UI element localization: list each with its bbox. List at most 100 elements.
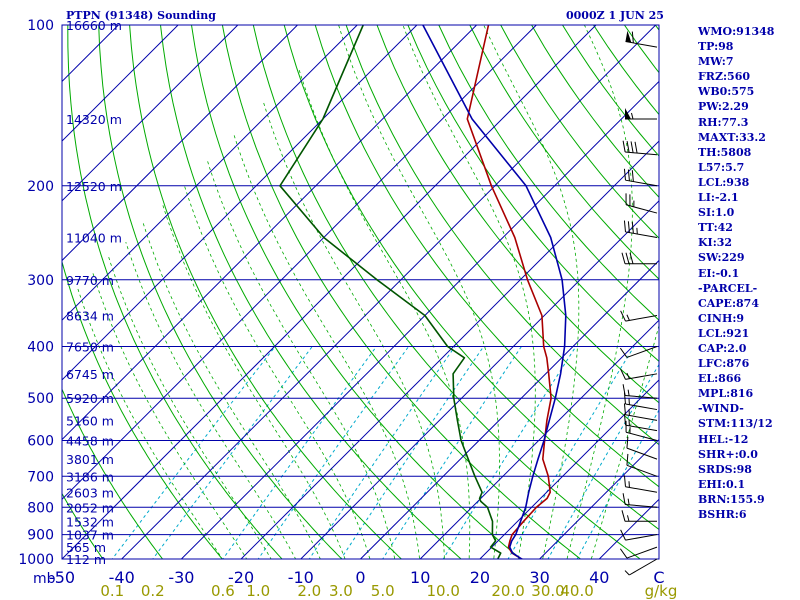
wind-barb-staff [625,315,658,322]
wind-barb-flag [626,436,629,449]
mixing-ratio-label: 2.0 [297,582,321,600]
height-label: 2603 m [66,485,114,500]
mixing-ratio-label: 1.0 [246,582,270,600]
stability-index: LCL:938 [698,175,750,189]
stability-index: WB0:575 [698,85,755,99]
wind-barb [623,392,658,411]
dry-adiabat [98,25,343,559]
height-label: 16660 m [66,18,122,33]
dry-adiabat [438,25,659,321]
mixing-ratio-label: 0.6 [211,582,235,600]
dry-adiabat [407,25,659,363]
height-label: 14320 m [66,112,122,127]
wind-barb-flag [620,368,626,380]
wind-barb-staff [626,346,658,358]
sounding-datetime: 0000Z 1 JUN 25 [566,9,664,22]
stability-index: SI:1.0 [698,206,735,220]
mixing-ratio-line [308,346,456,559]
wind-barb-flag [623,403,626,415]
wind-barb [626,453,658,477]
temperature-tick-label: -50 [49,568,75,587]
wind-barb-half-flag [627,389,630,396]
pressure-unit-label: mb [33,571,56,587]
stability-index: LI:-2.1 [698,191,739,205]
wind-barb-flag [625,252,630,264]
height-label: 1532 m [66,514,114,529]
stability-index: LFC:876 [698,357,750,371]
temperature-tick-label: -40 [109,568,135,587]
mixing-ratio-line [222,346,377,559]
wind-barb [623,403,658,421]
height-label: 2052 m [66,500,114,515]
moist-adiabat [142,223,321,559]
mixing-ratio-line [152,346,313,559]
mixing-ratio-label: 0.1 [100,582,124,600]
wind-barb-half-flag [626,314,630,321]
stability-index-list: WMO:91348 TP:98 MW:7 FRZ:560 WB0:575 PW:2.29 R… [698,24,774,522]
wind-barb-staff [625,231,658,238]
wind-barb-pennant [625,30,632,43]
height-label: 3186 m [66,469,114,484]
wind-barb-staff [625,151,658,156]
moist-adiabat [402,25,536,559]
dry-adiabat [345,25,659,446]
height-label: 11040 m [66,230,122,245]
isotherm-line [62,25,179,142]
isotherm-line [62,25,418,381]
stability-index: MPL:816 [698,387,754,401]
pressure-tick-label: 700 [27,469,54,485]
wind-barb-flag [631,31,634,43]
moist-adiabat [297,67,471,559]
height-label: 565 m [66,540,106,555]
wind-barb-flag [621,252,626,264]
stability-index: SRDS:98 [698,462,752,476]
wind-barb [620,368,658,380]
stability-index: BRN:155.9 [698,492,765,506]
stability-index: CAP:2.0 [698,341,747,355]
moist-adiabat [184,185,371,559]
mixing-ratio-label: 5.0 [371,582,395,600]
temperature-tick-label: -30 [168,568,194,587]
wind-barb [619,346,658,358]
wind-barb-flag [620,310,626,322]
wind-barb-flag [626,141,630,153]
moist-adiabat [77,287,223,559]
stability-index: EI:-0.1 [698,266,740,280]
stability-index: RH:77.3 [698,115,749,129]
temperature-tick-label: 20 [470,568,490,587]
moist-adiabat [107,255,272,559]
pressure-tick-label: 300 [27,273,54,289]
wind-barb-half-flag [627,515,630,522]
moist-adiabat [566,25,633,559]
height-label: 8634 m [66,309,114,324]
wind-barb [621,510,657,522]
chart-title: PTPN (91348) Sounding [66,9,216,22]
wind-barb-flag [623,413,626,426]
dry-adiabat [62,260,223,559]
wind-barb [622,140,658,156]
isotherm-line [62,25,537,501]
moist-adiabat [92,271,248,559]
temperature-tick-label: 10 [410,568,430,587]
wind-barb-staff [625,431,658,442]
isotherm-line [62,25,239,202]
stability-index: KI:32 [698,236,733,250]
temperature-tick-label: C [653,568,664,587]
wind-barb-flag [621,510,626,522]
pressure-tick-label: 600 [27,434,54,450]
dry-adiabat [314,25,659,488]
mixing-ratio-line [257,346,410,559]
wind-barb-flag [623,475,626,487]
mixing-ratio-label: 40.0 [560,582,593,600]
stability-index: STM:113/12 [698,417,773,431]
wind-barb-staff [625,204,658,214]
wind-barb [620,529,658,541]
wind-barb-flag [629,252,634,264]
stability-index: SHR+:0.0 [698,447,758,461]
dry-adiabat [62,492,104,559]
isotherm-line [62,25,298,262]
height-label: 4458 m [66,434,114,449]
sounding-series-line [422,25,567,559]
stability-index: EL:866 [698,372,742,386]
pressure-tick-label: 200 [27,179,54,195]
